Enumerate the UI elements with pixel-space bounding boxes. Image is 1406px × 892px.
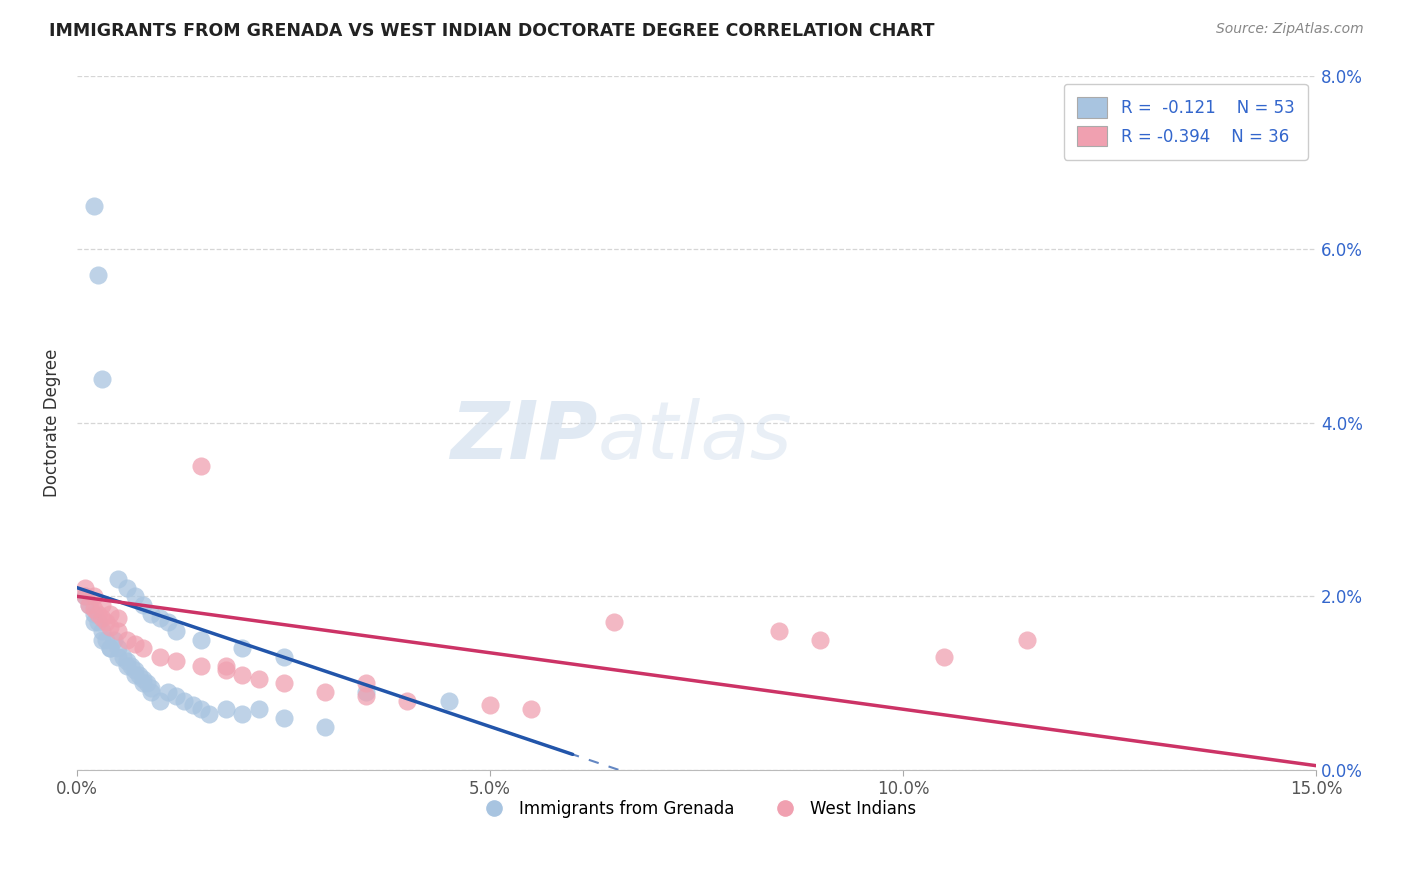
Point xyxy=(149,611,172,625)
Point xyxy=(115,658,138,673)
Point xyxy=(98,620,121,634)
Point xyxy=(120,658,142,673)
Point xyxy=(215,702,238,716)
Point xyxy=(124,667,146,681)
Legend: Immigrants from Grenada, West Indians: Immigrants from Grenada, West Indians xyxy=(471,793,922,824)
Point xyxy=(141,685,163,699)
Text: atlas: atlas xyxy=(598,398,792,475)
Point xyxy=(810,632,832,647)
Point xyxy=(90,598,112,612)
Point xyxy=(354,690,377,704)
Point xyxy=(165,690,187,704)
Point xyxy=(190,459,212,474)
Point xyxy=(94,615,117,630)
Point xyxy=(128,667,150,681)
Text: ZIP: ZIP xyxy=(450,398,598,475)
Point xyxy=(273,711,295,725)
Point xyxy=(165,624,187,639)
Point xyxy=(107,641,129,656)
Point xyxy=(603,615,626,630)
Point xyxy=(215,658,238,673)
Point xyxy=(231,641,253,656)
Point xyxy=(124,637,146,651)
Point xyxy=(141,607,163,621)
Point xyxy=(83,615,105,630)
Point xyxy=(83,199,105,213)
Point xyxy=(83,602,105,616)
Point xyxy=(247,672,270,686)
Point xyxy=(79,598,101,612)
Point xyxy=(111,650,134,665)
Point xyxy=(90,632,112,647)
Point xyxy=(165,655,187,669)
Point xyxy=(198,706,221,721)
Point xyxy=(87,615,110,630)
Text: Source: ZipAtlas.com: Source: ZipAtlas.com xyxy=(1216,22,1364,37)
Point xyxy=(132,598,155,612)
Point xyxy=(115,655,138,669)
Point xyxy=(314,685,336,699)
Point xyxy=(156,685,179,699)
Point xyxy=(1015,632,1038,647)
Point xyxy=(75,581,97,595)
Point xyxy=(83,607,105,621)
Point xyxy=(215,663,238,677)
Point xyxy=(90,624,112,639)
Point xyxy=(132,641,155,656)
Point xyxy=(149,693,172,707)
Point xyxy=(156,615,179,630)
Point xyxy=(79,598,101,612)
Y-axis label: Doctorate Degree: Doctorate Degree xyxy=(44,349,60,497)
Point xyxy=(273,650,295,665)
Point xyxy=(107,572,129,586)
Point xyxy=(103,632,125,647)
Point xyxy=(132,676,155,690)
Point xyxy=(83,590,105,604)
Point xyxy=(75,590,97,604)
Point xyxy=(107,624,129,639)
Point xyxy=(173,693,195,707)
Point xyxy=(314,720,336,734)
Point xyxy=(90,611,112,625)
Point xyxy=(520,702,543,716)
Point xyxy=(98,641,121,656)
Point xyxy=(107,611,129,625)
Point xyxy=(115,581,138,595)
Point xyxy=(87,268,110,283)
Point xyxy=(149,650,172,665)
Point xyxy=(190,658,212,673)
Point xyxy=(98,641,121,656)
Point xyxy=(94,632,117,647)
Point xyxy=(396,693,419,707)
Point xyxy=(479,698,502,712)
Point xyxy=(437,693,460,707)
Point xyxy=(136,676,159,690)
Point xyxy=(190,702,212,716)
Point xyxy=(181,698,204,712)
Point xyxy=(354,685,377,699)
Point xyxy=(231,706,253,721)
Point xyxy=(98,607,121,621)
Point xyxy=(90,372,112,386)
Point xyxy=(87,607,110,621)
Point xyxy=(141,681,163,695)
Point xyxy=(273,676,295,690)
Point xyxy=(354,676,377,690)
Point xyxy=(124,590,146,604)
Point xyxy=(75,590,97,604)
Text: IMMIGRANTS FROM GRENADA VS WEST INDIAN DOCTORATE DEGREE CORRELATION CHART: IMMIGRANTS FROM GRENADA VS WEST INDIAN D… xyxy=(49,22,935,40)
Point xyxy=(107,650,129,665)
Point xyxy=(115,632,138,647)
Point xyxy=(132,672,155,686)
Point xyxy=(124,663,146,677)
Point xyxy=(190,632,212,647)
Point xyxy=(768,624,790,639)
Point xyxy=(231,667,253,681)
Point xyxy=(247,702,270,716)
Point xyxy=(934,650,956,665)
